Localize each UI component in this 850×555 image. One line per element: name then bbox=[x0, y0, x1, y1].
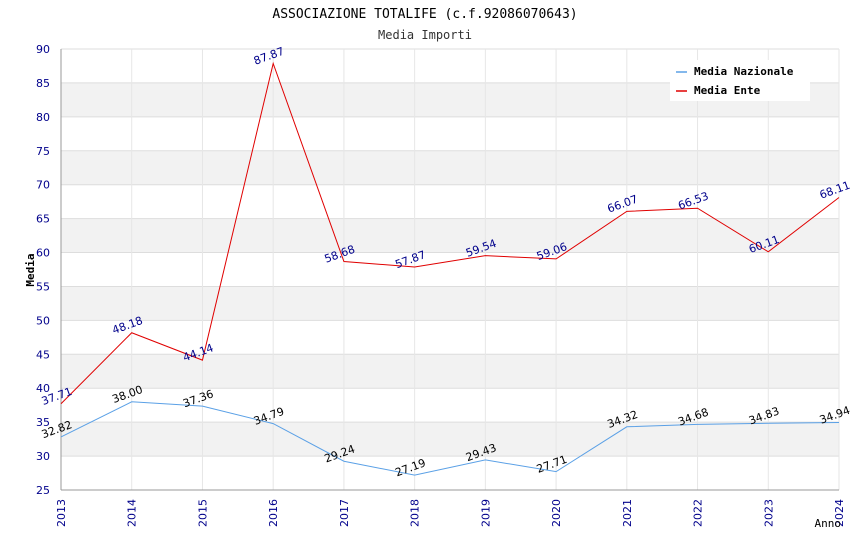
y-tick-label: 70 bbox=[36, 179, 50, 192]
y-tick-label: 30 bbox=[36, 450, 50, 463]
y-tick-label: 50 bbox=[36, 314, 50, 327]
y-tick-label: 75 bbox=[36, 145, 50, 158]
legend-label-media-ente: Media Ente bbox=[694, 84, 761, 97]
y-tick-label: 25 bbox=[36, 484, 50, 497]
x-tick-labels: 2013 2014 2015 2016 2017 2018 2019 2020 2021 2022… bbox=[55, 499, 846, 527]
x-tick-label: 2018 bbox=[409, 499, 422, 527]
legend: Media Nazionale Media Ente bbox=[670, 60, 810, 101]
x-tick-label: 2013 bbox=[55, 499, 68, 527]
x-tick-label: 2022 bbox=[692, 499, 705, 527]
x-tick-label: 2016 bbox=[267, 499, 280, 527]
y-axis-label: Media bbox=[24, 253, 37, 286]
x-tick-label: 2015 bbox=[196, 499, 209, 527]
background-bands bbox=[61, 82, 839, 457]
y-tick-label: 90 bbox=[36, 43, 50, 56]
grid-band bbox=[61, 286, 839, 321]
y-tick-label: 85 bbox=[36, 77, 50, 90]
legend-box bbox=[670, 60, 810, 101]
y-tick-label: 40 bbox=[36, 382, 50, 395]
x-axis-label: Anno bbox=[815, 517, 842, 530]
x-tick-label: 2019 bbox=[479, 499, 492, 527]
grid-band bbox=[61, 422, 839, 457]
gridlines bbox=[60, 48, 840, 491]
legend-label-media-nazionale: Media Nazionale bbox=[694, 65, 794, 78]
data-label-media-nazionale: 37.36 bbox=[181, 387, 215, 410]
x-tick-label: 2021 bbox=[621, 499, 634, 527]
data-label-media-ente: 87.87 bbox=[252, 45, 286, 68]
data-label-media-ente: 66.53 bbox=[676, 189, 710, 212]
x-tick-label: 2014 bbox=[126, 499, 139, 527]
series-line-media-ente bbox=[60, 61, 840, 405]
x-tick-label: 2024 bbox=[833, 499, 846, 527]
axes bbox=[60, 49, 839, 491]
series-lines bbox=[60, 61, 840, 476]
x-tick-label: 2023 bbox=[762, 499, 775, 527]
x-tick-label: 2017 bbox=[338, 499, 351, 527]
grid-band bbox=[61, 354, 839, 389]
y-tick-label: 35 bbox=[36, 416, 50, 429]
series-line-media-nazionale bbox=[60, 401, 840, 476]
grid-band bbox=[61, 150, 839, 185]
y-tick-label: 55 bbox=[36, 280, 50, 293]
y-tick-labels: 25 30 35 40 45 50 55 60 65 70 75 80 85 90 bbox=[36, 43, 50, 497]
y-tick-label: 65 bbox=[36, 213, 50, 226]
data-label-media-ente: 66.07 bbox=[606, 193, 640, 216]
chart-subtitle: Media Importi bbox=[378, 28, 472, 42]
y-tick-label: 60 bbox=[36, 247, 50, 260]
y-tick-label: 80 bbox=[36, 111, 50, 124]
y-tick-label: 45 bbox=[36, 348, 50, 361]
data-label-media-nazionale: 27.19 bbox=[393, 456, 427, 479]
grid-band bbox=[61, 218, 839, 253]
x-tick-label: 2020 bbox=[550, 499, 563, 527]
chart-title: ASSOCIAZIONE TOTALIFE (c.f.92086070643) bbox=[272, 7, 577, 22]
